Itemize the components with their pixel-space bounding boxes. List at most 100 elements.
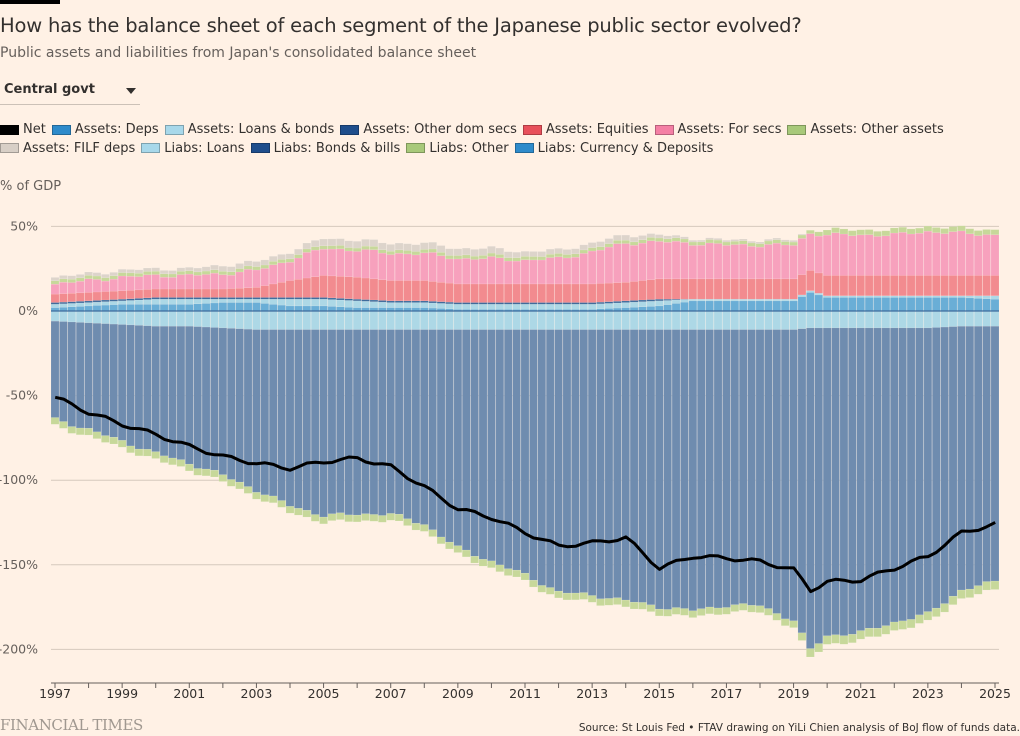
bar-segment (529, 302, 538, 305)
bar-segment (134, 303, 144, 312)
bar-segment (579, 592, 588, 600)
segment-select[interactable]: Central govt (0, 78, 140, 105)
bar-segment (881, 625, 891, 635)
bar-segment (327, 275, 337, 299)
bar-segment (738, 278, 748, 300)
bar-segment (839, 310, 849, 329)
bar-segment (881, 275, 891, 297)
legend-label: Net (23, 122, 46, 137)
bar-segment (227, 328, 236, 480)
bar-segment (680, 236, 689, 240)
bar-segment (344, 300, 353, 308)
bar-segment (495, 283, 505, 303)
bar-segment (101, 435, 110, 443)
bar-segment (655, 237, 664, 242)
bar-segment (646, 279, 656, 300)
bar-segment (134, 448, 144, 457)
bar-segment (176, 310, 186, 327)
bar-segment (143, 274, 152, 290)
bar-segment (613, 302, 622, 309)
bar-segment (75, 301, 85, 304)
x-tick-label: 2015 (643, 686, 675, 700)
bar-segment (973, 298, 983, 312)
bar-segment (747, 278, 756, 300)
bar-segment (428, 301, 437, 304)
bar-segment (529, 580, 538, 588)
bar-segment (898, 297, 907, 312)
bar-segment (764, 608, 773, 616)
bar-segment (755, 243, 765, 248)
bar-segment (982, 275, 991, 297)
bar-segment (621, 302, 630, 308)
bar-segment (990, 229, 1000, 235)
bar-segment (495, 329, 505, 566)
bar-segment (117, 300, 127, 305)
bar-segment (873, 627, 882, 637)
bar-segment (252, 492, 261, 500)
legend-swatch (141, 143, 161, 153)
bar-segment (453, 283, 463, 303)
bar-segment (394, 302, 404, 308)
segment-select-value: Central govt (4, 82, 95, 97)
bar-segment (143, 449, 152, 457)
bar-segment (545, 587, 555, 595)
legend-item: Assets: FILF deps (0, 140, 135, 157)
bar-segment (621, 310, 630, 330)
bar-segment (738, 298, 748, 302)
bar-segment (797, 233, 807, 236)
bar-segment (92, 431, 102, 439)
bar-segment (587, 595, 597, 603)
bar-segment (520, 283, 530, 303)
bar-segment (218, 274, 228, 290)
bar-segment (688, 245, 698, 280)
bar-segment (537, 585, 547, 593)
bar-segment (403, 310, 412, 330)
bar-segment (890, 295, 899, 298)
bar-segment (243, 486, 253, 494)
bar-segment (462, 303, 471, 310)
bar-segment (554, 590, 563, 599)
bar-segment (252, 310, 261, 330)
bar-segment (361, 239, 370, 247)
bar-segment (210, 298, 219, 304)
bar-segment (873, 275, 882, 297)
x-tick-label: 2011 (509, 686, 541, 700)
bar-segment (688, 298, 698, 302)
bar-segment (344, 514, 353, 522)
bar-segment (210, 310, 219, 328)
bar-segment (352, 329, 362, 516)
bar-segment (159, 303, 169, 312)
bar-segment (655, 310, 664, 330)
bar-segment (126, 300, 135, 305)
bar-segment (428, 241, 437, 250)
x-tick-label: 2017 (711, 686, 743, 700)
bar-segment (260, 297, 270, 300)
bar-segment (789, 310, 798, 330)
bar-segment (101, 299, 110, 302)
bar-segment (873, 236, 882, 276)
bar-segment (772, 242, 782, 280)
bar-segment (75, 302, 85, 307)
bar-segment (579, 283, 588, 303)
bar-segment (243, 269, 253, 288)
bar-segment (378, 300, 387, 303)
bar-segment (839, 297, 849, 312)
bar-segment (92, 291, 102, 301)
bar-segment (764, 278, 773, 300)
bar-segment (965, 275, 975, 297)
bar-segment (915, 232, 924, 276)
bar-segment (646, 604, 656, 612)
bar-segment (378, 301, 387, 308)
bar-segment (235, 481, 244, 490)
bar-segment (84, 271, 93, 276)
bar-segment (537, 302, 547, 305)
bar-segment (151, 274, 160, 290)
bar-segment (235, 302, 244, 312)
bar-segment (143, 310, 152, 327)
bar-segment (344, 329, 353, 516)
bar-segment (84, 300, 93, 303)
bar-segment (646, 240, 656, 280)
bar-segment (134, 276, 144, 291)
bar-segment (562, 283, 572, 303)
bar-segment (67, 321, 77, 427)
